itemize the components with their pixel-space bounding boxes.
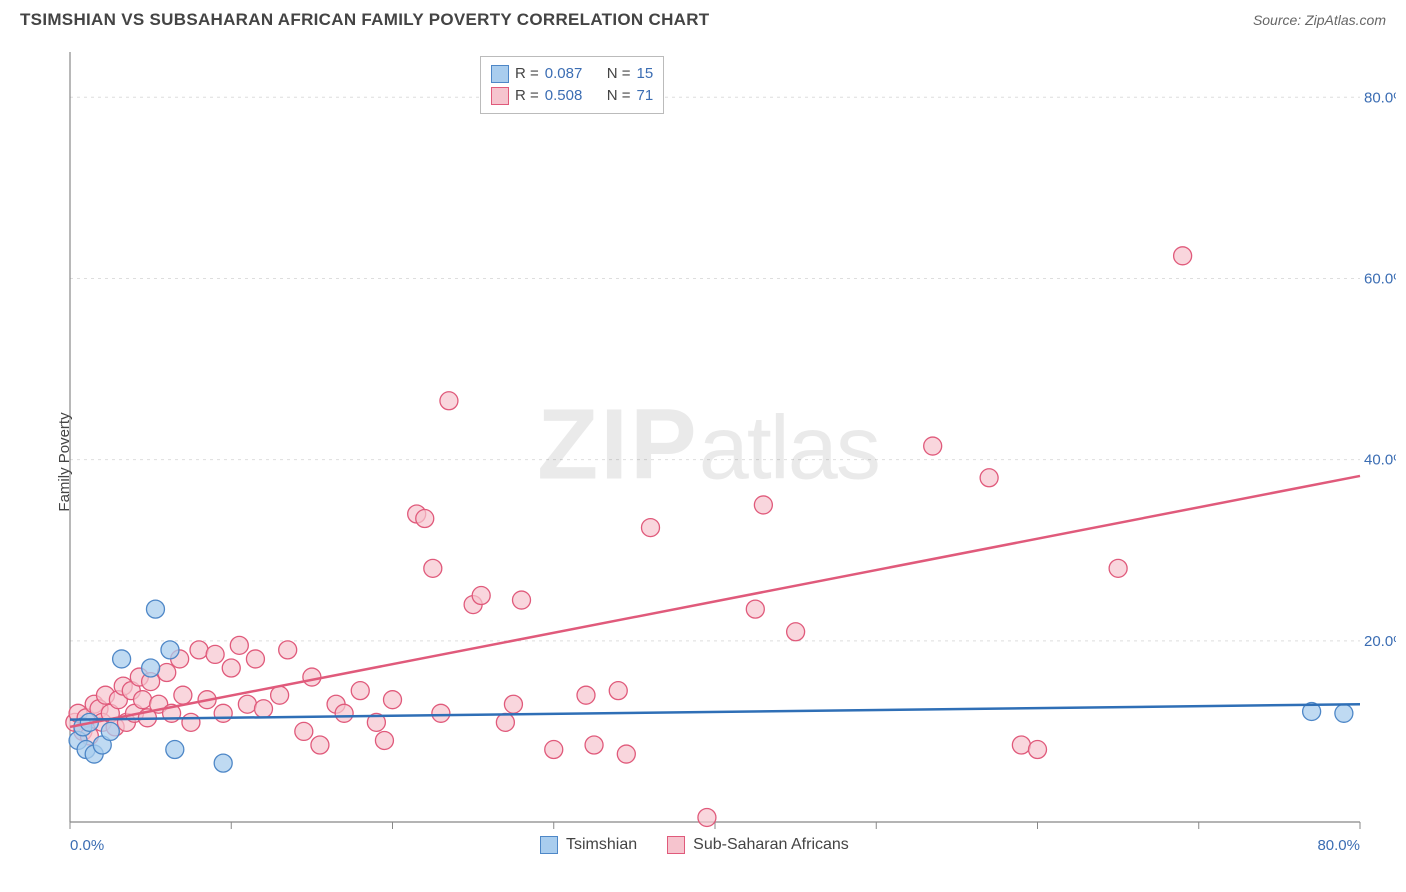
svg-text:60.0%: 60.0%	[1364, 270, 1396, 287]
data-point	[980, 469, 998, 487]
data-point	[255, 700, 273, 718]
data-point	[158, 664, 176, 682]
data-point	[504, 695, 522, 713]
data-point	[585, 736, 603, 754]
data-point	[271, 686, 289, 704]
data-point	[166, 741, 184, 759]
data-point	[424, 559, 442, 577]
data-point	[351, 682, 369, 700]
data-point	[311, 736, 329, 754]
data-point	[174, 686, 192, 704]
data-point	[642, 519, 660, 537]
data-point	[238, 695, 256, 713]
data-point	[472, 587, 490, 605]
data-point	[617, 745, 635, 763]
data-point	[1029, 741, 1047, 759]
data-point	[230, 636, 248, 654]
data-point	[787, 623, 805, 641]
data-point	[161, 641, 179, 659]
svg-text:40.0%: 40.0%	[1364, 452, 1396, 469]
data-point	[222, 659, 240, 677]
data-point	[113, 650, 131, 668]
data-point	[432, 704, 450, 722]
data-point	[190, 641, 208, 659]
legend-n-value: 15	[637, 63, 654, 85]
svg-text:80.0%: 80.0%	[1317, 837, 1360, 854]
data-point	[746, 600, 764, 618]
legend-r-label: R =	[515, 63, 539, 85]
svg-text:0.0%: 0.0%	[70, 837, 104, 854]
data-point	[545, 741, 563, 759]
legend-series-name: Tsimshian	[566, 836, 637, 854]
data-point	[1012, 736, 1030, 754]
svg-text:20.0%: 20.0%	[1364, 633, 1396, 650]
scatter-plot: 20.0% 40.0% 60.0% 80.0% 0.0% 80.0%	[20, 42, 1396, 882]
data-point	[698, 808, 716, 826]
legend-row: R = 0.508 N = 71	[491, 85, 653, 107]
legend-swatch	[667, 836, 685, 854]
data-point	[1335, 704, 1353, 722]
trend-line	[70, 476, 1360, 727]
legend-swatch	[540, 836, 558, 854]
legend-n-label: N =	[607, 63, 631, 85]
legend-r-value: 0.087	[545, 63, 593, 85]
source-label: Source: ZipAtlas.com	[1253, 12, 1386, 28]
data-point	[609, 682, 627, 700]
svg-text:80.0%: 80.0%	[1364, 89, 1396, 106]
data-point	[384, 691, 402, 709]
y-axis-label: Family Poverty	[56, 412, 73, 511]
legend-r-value: 0.508	[545, 85, 593, 107]
data-point	[1109, 559, 1127, 577]
data-point	[924, 437, 942, 455]
data-point	[577, 686, 595, 704]
legend-swatch	[491, 87, 509, 105]
legend-item: Tsimshian	[540, 836, 637, 854]
legend-n-value: 71	[637, 85, 654, 107]
data-point	[146, 600, 164, 618]
chart-title: TSIMSHIAN VS SUBSAHARAN AFRICAN FAMILY P…	[20, 10, 709, 30]
data-point	[1174, 247, 1192, 265]
data-point	[416, 510, 434, 528]
data-point	[279, 641, 297, 659]
correlation-legend: R = 0.087 N = 15 R = 0.508 N = 71	[480, 56, 664, 114]
legend-row: R = 0.087 N = 15	[491, 63, 653, 85]
data-point	[295, 722, 313, 740]
series-legend: Tsimshian Sub-Saharan Africans	[540, 836, 849, 854]
legend-r-label: R =	[515, 85, 539, 107]
data-point	[513, 591, 531, 609]
data-point	[335, 704, 353, 722]
data-point	[101, 722, 119, 740]
data-point	[214, 754, 232, 772]
legend-series-name: Sub-Saharan Africans	[693, 836, 849, 854]
data-point	[142, 659, 160, 677]
legend-n-label: N =	[607, 85, 631, 107]
data-point	[246, 650, 264, 668]
data-point	[754, 496, 772, 514]
data-point	[440, 392, 458, 410]
chart-container: Family Poverty 20.0% 40.0% 60.0% 80.0% 0.0% 8…	[20, 42, 1396, 882]
data-point	[206, 645, 224, 663]
data-point	[182, 713, 200, 731]
data-point	[496, 713, 514, 731]
legend-swatch	[491, 65, 509, 83]
data-point	[375, 731, 393, 749]
data-point	[303, 668, 321, 686]
data-point	[134, 691, 152, 709]
legend-item: Sub-Saharan Africans	[667, 836, 849, 854]
data-point	[214, 704, 232, 722]
